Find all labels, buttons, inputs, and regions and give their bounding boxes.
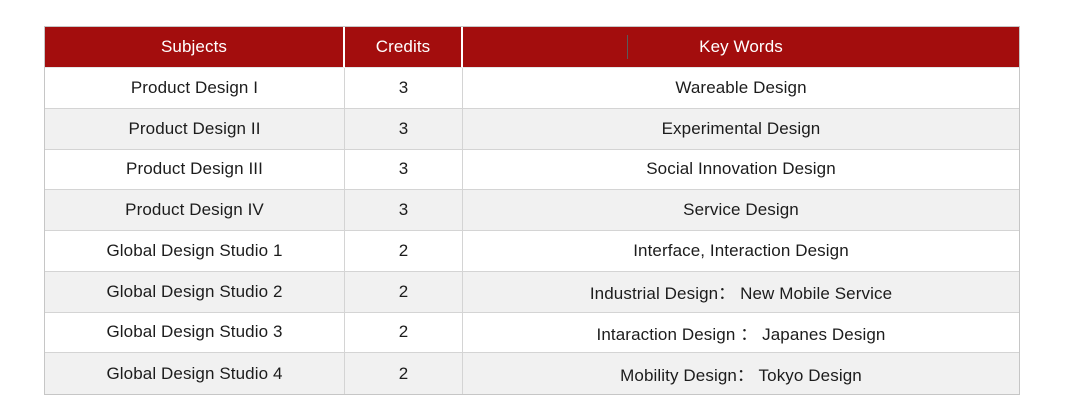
header-credits[interactable]: Credits [345,27,463,68]
credits-cell[interactable]: 3 [345,68,463,109]
table-row: Global Design Studio 2 2 Industrial Desi… [45,271,1019,313]
credits-cell[interactable]: 3 [345,149,463,191]
subject-cell[interactable]: Product Design III [45,149,345,191]
credits-cell[interactable]: 3 [345,108,463,150]
subject-cell[interactable]: Product Design II [45,108,345,150]
subject-cell[interactable]: Product Design IV [45,190,345,231]
keywords-cell[interactable]: Experimental Design [463,109,1019,150]
keywords-cell[interactable]: Wareable Design [463,68,1019,109]
keywords-cell[interactable]: Social Innovation Design [463,150,1019,191]
keywords-cell[interactable]: Interface, Interaction Design [463,231,1019,272]
keywords-cell[interactable]: Service Design [463,190,1019,231]
subject-cell[interactable]: Global Design Studio 2 [45,271,345,313]
keywords-cell[interactable]: Industrial Design： New Mobile Service [463,272,1019,313]
subject-cell[interactable]: Product Design I [45,68,345,109]
curriculum-table: Subjects Credits Key Words Product Desig… [44,26,1020,395]
table-row: Product Design III 3 Social Innovation D… [45,149,1019,191]
table-row: Global Design Studio 3 2 Intaraction Des… [45,312,1019,354]
credits-cell[interactable]: 2 [345,231,463,272]
table-row: Global Design Studio 1 2 Interface, Inte… [45,231,1019,272]
credits-cell[interactable]: 2 [345,353,463,394]
table-row: Product Design IV 3 Service Design [45,190,1019,231]
subject-cell[interactable]: Global Design Studio 1 [45,231,345,272]
table-row: Product Design II 3 Experimental Design [45,108,1019,150]
credits-cell[interactable]: 2 [345,312,463,354]
keywords-cell[interactable]: Intaraction Design ： Japanes Design [463,313,1019,354]
subject-cell[interactable]: Global Design Studio 4 [45,353,345,394]
subject-cell[interactable]: Global Design Studio 3 [45,312,345,354]
keywords-cell[interactable]: Mobility Design： Tokyo Design [620,366,862,386]
credits-cell[interactable]: 2 [345,271,463,313]
header-subjects[interactable]: Subjects [45,27,345,68]
table-header-row: Subjects Credits Key Words [45,27,1019,68]
header-keywords[interactable]: Key Words [463,27,1019,68]
text-caret [627,35,628,59]
table-row: Product Design I 3 Wareable Design [45,68,1019,109]
credits-cell[interactable]: 3 [345,190,463,231]
table-row: Global Design Studio 4 2 Mobility Design… [45,35,1019,394]
